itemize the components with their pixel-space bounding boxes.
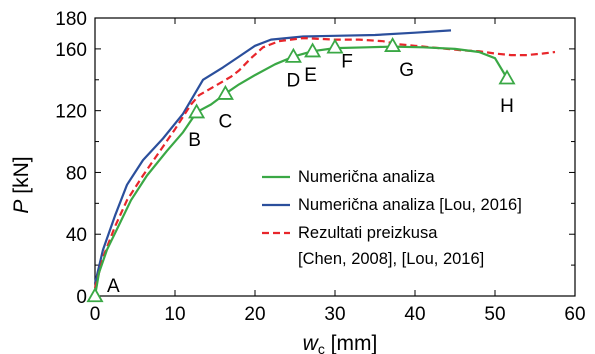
series-line-2 [93,37,556,289]
marker-h [498,69,516,85]
marker-d [284,47,302,63]
legend-entry-2: Rezultati preizkusa [298,224,438,242]
y-tick-label: 160 [55,40,87,61]
x-axis-label-symbol: w [303,332,320,354]
x-axis-label-subscript: c [318,341,325,354]
legend-entry-2-line2: [Chen, 2008], [Lou, 2016] [298,250,484,268]
marker-label-h: H [500,96,514,117]
tick-labels: 0 10 20 30 40 50 60 0 40 80 120 160 180 [55,9,585,325]
x-tick-label: 30 [324,304,345,325]
x-tick-label: 40 [404,304,425,325]
legend-entry-0: Numerična analiza [298,168,435,186]
y-axis-label: P [kN] [10,156,33,213]
marker-label-a: A [107,276,120,297]
x-tick-label: 10 [164,304,185,325]
marker-b [188,103,206,119]
x-axis-label-unit: [mm] [325,332,378,354]
marker-label-c: C [219,112,233,133]
y-axis-label-symbol: P [10,200,33,214]
y-tick-label: 80 [66,163,87,184]
series-line-0 [93,45,508,297]
marker-label-g: G [399,60,414,81]
marker-c [216,84,234,100]
series-lines [93,29,556,297]
x-tick-label: 60 [564,304,585,325]
point-markers: A BC D E F G H [86,36,516,303]
marker-a [86,287,104,303]
y-tick-label: 180 [55,9,87,30]
marker-g [384,36,402,52]
legend: Numerična analiza Numerična analiza [Lou,… [262,168,522,268]
marker-f [326,38,344,54]
marker-label-d: D [287,71,301,92]
y-tick-label: 120 [55,102,87,123]
marker-label-b: B [188,130,201,151]
marker-e [304,42,322,58]
y-axis-label-unit: [kN] [10,156,33,199]
marker-label-e: E [304,65,317,86]
series-line-1 [93,29,452,284]
marker-label-f: F [341,51,353,72]
x-tick-label: 50 [484,304,505,325]
y-tick-label: 0 [76,287,87,308]
x-tick-label: 20 [244,304,265,325]
x-tick-label: 0 [90,304,101,325]
y-tick-label: 40 [66,225,87,246]
legend-entry-1: Numerična analiza [Lou, 2016] [298,196,522,214]
x-axis-label: wc [mm] [303,332,378,354]
